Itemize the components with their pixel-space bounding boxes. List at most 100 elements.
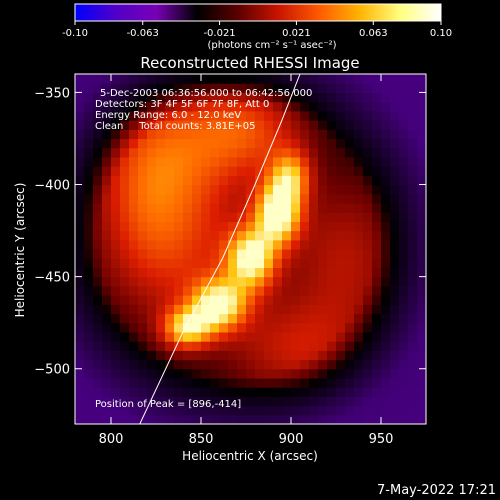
heatmap-cell [147, 120, 157, 130]
heatmap-cell [93, 92, 103, 103]
heatmap-cell [75, 129, 85, 140]
heatmap-cell [120, 304, 130, 315]
heatmap-cell [156, 110, 166, 121]
heatmap-cell [264, 129, 274, 140]
heatmap-cell [255, 221, 265, 232]
heatmap-cell [111, 166, 121, 176]
heatmap-cell [300, 129, 310, 140]
heatmap-cell [363, 359, 373, 370]
heatmap-cell [93, 74, 103, 84]
heatmap-cell [363, 184, 373, 195]
heatmap-cell [363, 285, 373, 296]
heatmap-cell [201, 147, 211, 158]
heatmap-cell [165, 331, 175, 342]
heatmap-cell [273, 193, 283, 204]
heatmap-cell [336, 92, 346, 103]
heatmap-cell [84, 166, 94, 176]
heatmap-cell [111, 221, 121, 232]
heatmap-cell [372, 120, 382, 130]
heatmap-cell [291, 341, 301, 351]
heatmap-cell [417, 221, 426, 232]
heatmap-cell [318, 387, 328, 397]
heatmap-cell [129, 202, 139, 213]
y-axis: −350−400−450−500 [34, 86, 426, 378]
plot-area: 5-Dec-2003 06:36:56.000 to 06:42:56.000D… [75, 74, 426, 424]
heatmap-cell [93, 184, 103, 195]
heatmap-cell [381, 341, 391, 351]
heatmap-cell [300, 276, 310, 287]
heatmap-cell [300, 230, 310, 241]
heatmap-cell [174, 129, 184, 140]
heatmap-cell [84, 138, 94, 149]
heatmap-cell [417, 331, 426, 342]
heatmap-cell [372, 341, 382, 351]
heatmap-cell [174, 101, 184, 112]
heatmap-cell [120, 74, 130, 84]
heatmap-cell [381, 147, 391, 158]
heatmap-cell [93, 230, 103, 241]
heatmap-cell [408, 405, 418, 416]
heatmap-cell [291, 212, 301, 222]
heatmap-cell [237, 377, 247, 388]
heatmap-cell [408, 249, 418, 259]
heatmap-cell [228, 387, 238, 397]
heatmap-cell [264, 267, 274, 278]
heatmap-cell [390, 120, 400, 130]
heatmap-cell [354, 92, 364, 103]
heatmap-cell [129, 110, 139, 121]
heatmap-cell [318, 377, 328, 388]
heatmap-cell [111, 74, 121, 84]
heatmap-cell [219, 359, 229, 370]
heatmap-cell [210, 101, 220, 112]
heatmap-cell [291, 202, 301, 213]
heatmap-cell [165, 83, 175, 94]
heatmap-cell [282, 341, 292, 351]
heatmap-cell [120, 377, 130, 388]
heatmap-cell [345, 304, 355, 315]
heatmap-cell [264, 101, 274, 112]
heatmap-cell [318, 304, 328, 315]
heatmap-cell [354, 74, 364, 84]
heatmap-cell [111, 267, 121, 278]
heatmap-cell [345, 258, 355, 269]
heatmap-cell [300, 313, 310, 324]
heatmap-cell [318, 156, 328, 167]
heatmap-cell [273, 74, 283, 84]
heatmap-cell [120, 212, 130, 222]
heatmap-cell [156, 92, 166, 103]
heatmap-cell [390, 276, 400, 287]
heatmap-cell [390, 295, 400, 305]
heatmap-cell [120, 396, 130, 407]
heatmap-cell [237, 239, 247, 250]
heatmap-cell [300, 202, 310, 213]
heatmap-cell [327, 193, 337, 204]
heatmap-cell [210, 156, 220, 167]
heatmap-cell [102, 147, 112, 158]
heatmap-cell [408, 110, 418, 121]
heatmap-cell [210, 285, 220, 296]
heatmap-cell [336, 414, 346, 424]
heatmap-cell [399, 249, 409, 259]
heatmap-cell [318, 239, 328, 250]
heatmap-cell [264, 368, 274, 379]
heatmap-cell [228, 258, 238, 269]
info-line: Energy Range: 6.0 - 12.0 keV [95, 110, 241, 121]
heatmap-cell [309, 331, 319, 342]
heatmap-cell [354, 396, 364, 407]
heatmap-cell [210, 221, 220, 232]
heatmap-cell [282, 193, 292, 204]
heatmap-cell [291, 221, 301, 232]
heatmap-cell [156, 295, 166, 305]
heatmap-cell [291, 230, 301, 241]
heatmap-cell [84, 212, 94, 222]
heatmap-cell [327, 387, 337, 397]
heatmap-cell [174, 350, 184, 361]
heatmap-cell [183, 341, 193, 351]
heatmap-cell [165, 92, 175, 103]
heatmap-cell [408, 377, 418, 388]
heatmap-cell [219, 83, 229, 94]
heatmap-cell [255, 304, 265, 315]
heatmap-cell [309, 202, 319, 213]
heatmap-cell [273, 175, 283, 186]
heatmap-cell [219, 313, 229, 324]
